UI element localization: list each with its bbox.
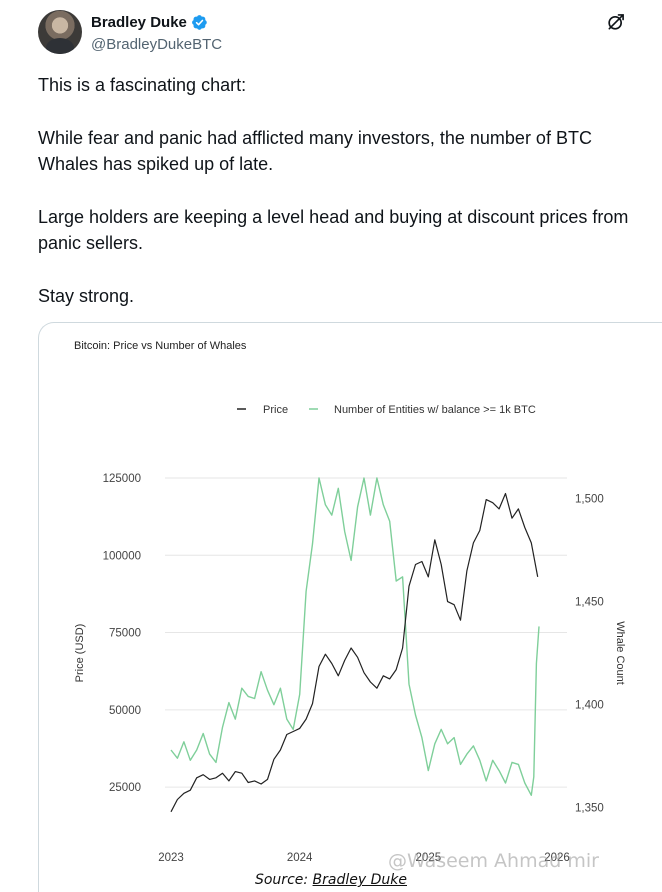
y-right-tick-label: 1,500 xyxy=(575,494,604,506)
verified-badge-icon xyxy=(191,15,207,30)
y-right-tick-label: 1,450 xyxy=(575,597,604,609)
y-right-tick-label: 1,400 xyxy=(575,700,604,712)
author-name[interactable]: Bradley Duke xyxy=(91,14,187,31)
y-left-tick-label: 125000 xyxy=(103,473,141,485)
caption-author-link[interactable]: Bradley Duke xyxy=(312,872,407,888)
y-right-axis-label: Whale Count xyxy=(614,621,626,685)
tweet-text: This is a fascinating chart: While fear … xyxy=(38,72,648,309)
chart-image[interactable]: Bitcoin: Price vs Number of Whales Price… xyxy=(38,322,662,892)
y-left-tick-label: 50000 xyxy=(109,705,141,717)
tweet-paragraph: Large holders are keeping a level head a… xyxy=(38,207,629,253)
price-series-line xyxy=(170,492,539,813)
tweet-header: Bradley Duke @BradleyDukeBTC xyxy=(38,10,638,58)
grok-icon[interactable] xyxy=(606,12,626,32)
legend-price-label: Price xyxy=(263,404,288,416)
x-tick-label: 2025 xyxy=(416,852,442,864)
avatar[interactable] xyxy=(38,10,82,54)
y-left-axis-label: Price (USD) xyxy=(74,624,86,683)
x-tick-label: 2023 xyxy=(158,852,184,864)
legend-whale-label: Number of Entities w/ balance >= 1k BTC xyxy=(334,404,536,416)
tweet-paragraph: This is a fascinating chart: xyxy=(38,75,247,95)
tweet-paragraph: While fear and panic had afflicted many … xyxy=(38,128,592,174)
x-tick-label: 2026 xyxy=(544,852,570,864)
y-left-tick-label: 75000 xyxy=(109,628,141,640)
image-caption: Source: Bradley Duke xyxy=(0,872,662,888)
author-name-row: Bradley Duke xyxy=(91,14,208,31)
caption-prefix: Source: xyxy=(254,872,313,888)
chart-title: Bitcoin: Price vs Number of Whales xyxy=(74,340,247,352)
author-handle[interactable]: @BradleyDukeBTC xyxy=(91,36,223,53)
watermark: @Waseem Ahmad mir xyxy=(388,850,599,872)
y-left-tick-label: 100000 xyxy=(103,550,141,562)
y-left-tick-label: 25000 xyxy=(109,782,141,794)
chart-legend: Price Number of Entities w/ balance >= 1… xyxy=(237,404,536,416)
price-vs-whales-chart: Bitcoin: Price vs Number of Whales Price… xyxy=(74,340,626,864)
y-right-tick-label: 1,350 xyxy=(575,803,604,815)
x-tick-label: 2024 xyxy=(287,852,313,864)
whale-count-series-line xyxy=(170,477,540,796)
tweet-paragraph: Stay strong. xyxy=(38,286,135,306)
